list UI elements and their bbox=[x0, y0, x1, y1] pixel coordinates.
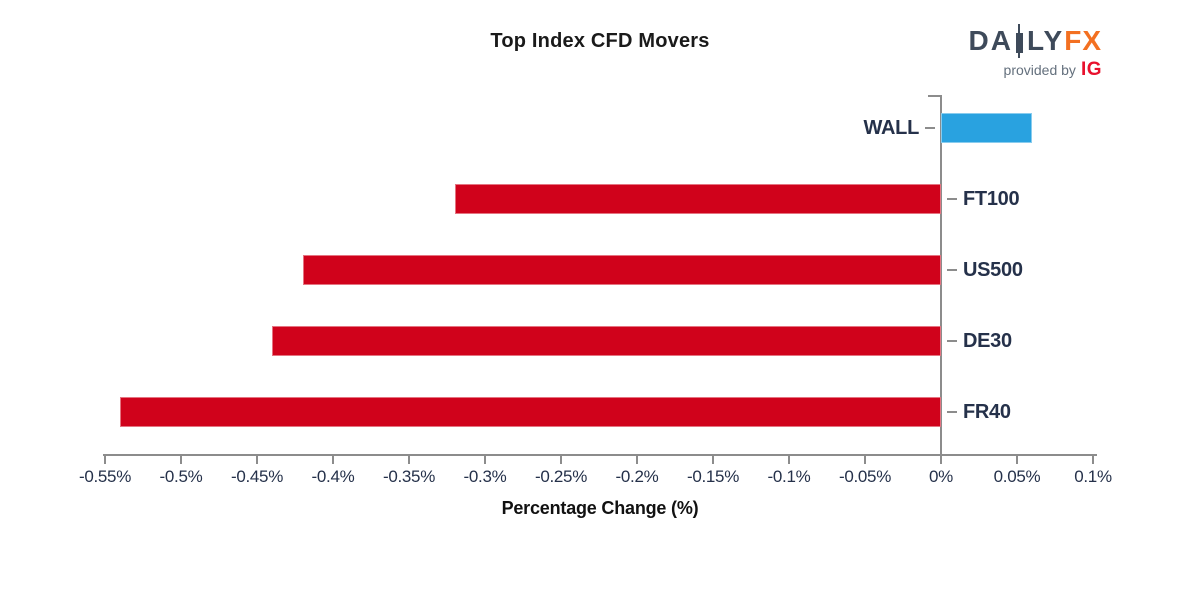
bar-fr40 bbox=[120, 397, 941, 427]
candlestick-icon bbox=[1014, 24, 1024, 58]
x-tick-label: 0% bbox=[929, 467, 953, 486]
x-tick-label: -0.45% bbox=[230, 467, 284, 486]
category-label-wall: WALL bbox=[863, 117, 920, 139]
x-tick-label: -0.15% bbox=[686, 467, 740, 486]
category-tick-ft100 bbox=[947, 198, 957, 200]
x-tick-mark bbox=[104, 456, 106, 464]
category-label-fr40: FR40 bbox=[963, 401, 1011, 423]
logo-text-fx: FX bbox=[1064, 25, 1102, 56]
dailyfx-wordmark: DA LY FX bbox=[968, 24, 1102, 58]
x-tick-mark bbox=[408, 456, 410, 464]
x-tick-label: -0.1% bbox=[767, 467, 811, 486]
x-tick-mark bbox=[332, 456, 334, 464]
x-tick-label: -0.5% bbox=[159, 467, 203, 486]
x-tick-mark bbox=[864, 456, 866, 464]
x-tick-mark bbox=[560, 456, 562, 464]
category-label-us500: US500 bbox=[963, 259, 1023, 281]
bar-ft100 bbox=[454, 184, 941, 214]
category-tick-wall bbox=[925, 127, 935, 129]
bar-us500 bbox=[302, 255, 941, 285]
x-tick-label: -0.55% bbox=[78, 467, 132, 486]
zero-axis-top-cap bbox=[928, 95, 941, 97]
provided-by-line: provided by IG bbox=[969, 59, 1102, 81]
category-tick-de30 bbox=[947, 340, 957, 342]
category-tick-fr40 bbox=[947, 411, 957, 413]
x-axis-title: Percentage Change (%) bbox=[501, 498, 699, 518]
x-tick-mark bbox=[484, 456, 486, 464]
bar-de30 bbox=[272, 326, 941, 356]
x-tick-label: -0.25% bbox=[534, 467, 588, 486]
x-tick-mark bbox=[1016, 456, 1018, 464]
x-tick-mark bbox=[788, 456, 790, 464]
ig-logo-text: IG bbox=[1080, 59, 1102, 80]
x-tick-mark bbox=[636, 456, 638, 464]
candle-body bbox=[1015, 33, 1023, 53]
x-tick-label: -0.35% bbox=[382, 467, 436, 486]
x-tick-label: -0.05% bbox=[838, 467, 892, 486]
logo-text-da: DA bbox=[968, 25, 1013, 56]
x-tick-mark bbox=[180, 456, 182, 464]
provided-by-text: provided by bbox=[1003, 62, 1076, 78]
x-tick-label: -0.2% bbox=[615, 467, 659, 486]
x-axis-line bbox=[103, 454, 1097, 456]
x-tick-label: -0.4% bbox=[311, 467, 355, 486]
category-tick-us500 bbox=[947, 269, 957, 271]
x-tick-label: 0.1% bbox=[1074, 467, 1112, 486]
x-tick-mark bbox=[940, 456, 942, 464]
x-tick-mark bbox=[712, 456, 714, 464]
x-tick-mark bbox=[256, 456, 258, 464]
x-tick-mark bbox=[1092, 456, 1094, 464]
bar-wall bbox=[941, 113, 1033, 143]
category-label-de30: DE30 bbox=[963, 330, 1012, 352]
category-label-ft100: FT100 bbox=[963, 188, 1020, 210]
zero-axis-line bbox=[940, 95, 942, 455]
logo-text-ly: LY bbox=[1027, 25, 1065, 56]
x-tick-label: -0.3% bbox=[463, 467, 507, 486]
chart-title: Top Index CFD Movers bbox=[490, 30, 710, 52]
dailyfx-logo: DA LY FX provided by IG bbox=[968, 24, 1102, 81]
x-tick-label: 0.05% bbox=[993, 467, 1041, 486]
